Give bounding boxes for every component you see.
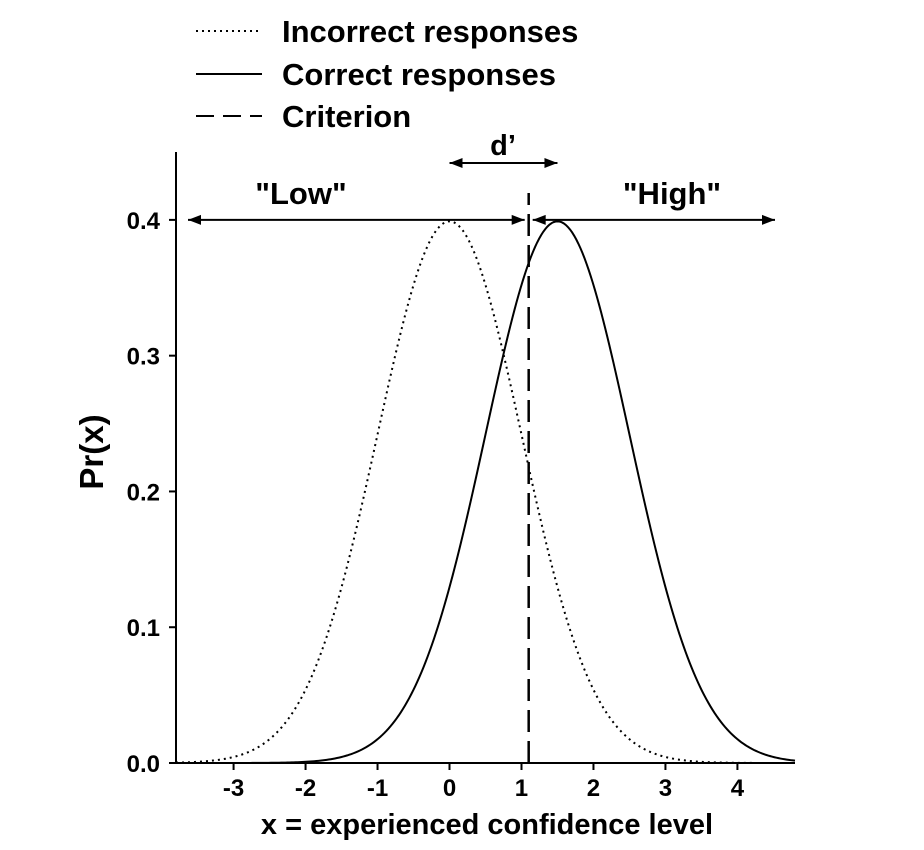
high-arrow-left-head — [532, 214, 546, 225]
x-axis-label: x = experienced confidence level — [261, 809, 713, 841]
x-tick-label: 0 — [443, 775, 456, 802]
dprime-arrow-right-head — [544, 158, 558, 168]
plot-area — [175, 193, 796, 764]
x-tick-label: 1 — [515, 775, 528, 802]
legend-criterion-label: Criterion — [282, 99, 411, 134]
y-tick-label: 0.0 — [127, 751, 160, 778]
series-correct-curve — [176, 220, 796, 764]
x-tick-label: 4 — [731, 775, 745, 802]
x-tick-label: 2 — [587, 775, 600, 802]
x-tick-label: -3 — [223, 775, 244, 802]
legend-incorrect-label: Incorrect responses — [282, 14, 578, 49]
dprime-arrow-left-head — [449, 158, 463, 168]
y-tick-label: 0.4 — [127, 208, 161, 235]
x-tick-label: -2 — [295, 775, 316, 802]
y-tick-label: 0.1 — [127, 615, 160, 642]
annotations: "Low" "High" d’ — [188, 130, 775, 225]
high-arrow-right-head — [762, 214, 775, 225]
x-ticks: -3 -2 -1 0 1 2 3 4 — [223, 763, 745, 802]
dprime-label: d’ — [490, 130, 516, 162]
y-ticks: 0.0 0.1 0.2 0.3 0.4 — [127, 208, 176, 778]
x-tick-label: -1 — [367, 775, 388, 802]
series-incorrect-curve — [175, 220, 795, 764]
axes: -3 -2 -1 0 1 2 3 4 0.0 0.1 0.2 0.3 0.4 x = experien… — [73, 152, 795, 841]
x-tick-label: 3 — [659, 775, 672, 802]
y-tick-label: 0.2 — [127, 479, 160, 506]
low-arrow-left-head — [188, 214, 201, 225]
low-arrow-right-head — [511, 214, 525, 225]
legend: Incorrect responses Correct responses Cr… — [196, 14, 578, 134]
y-tick-label: 0.3 — [127, 344, 160, 371]
y-axis-label: Pr(x) — [73, 414, 110, 489]
legend-correct-label: Correct responses — [282, 57, 556, 92]
high-label: "High" — [623, 176, 721, 211]
low-label: "Low" — [255, 176, 346, 211]
